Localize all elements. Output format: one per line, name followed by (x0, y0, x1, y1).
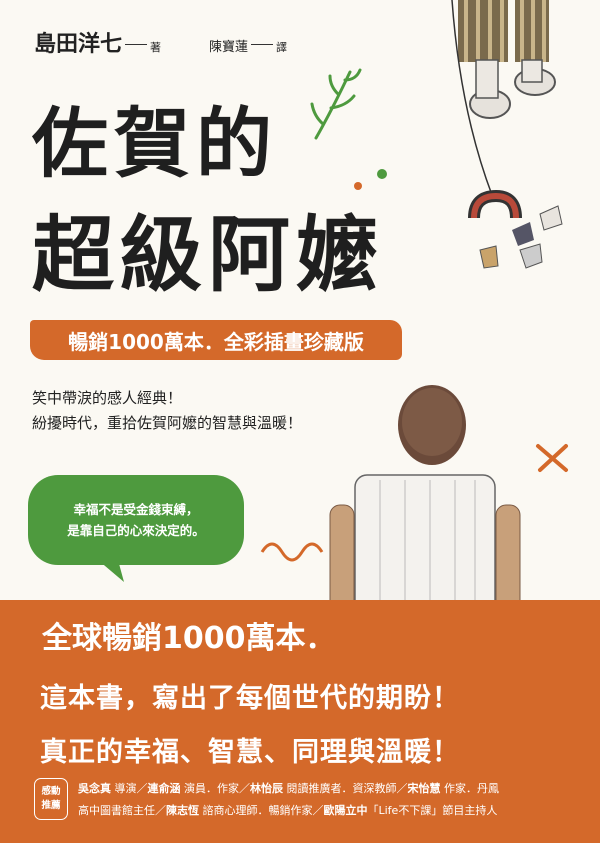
magnet-illustration (468, 189, 563, 269)
edition-banner: 暢銷1000萬本．全彩插畫珍藏版 (30, 320, 402, 360)
sales-headline: 全球暢銷1000萬本． (42, 621, 336, 656)
quote-line-1: 幸福不是受金錢束縛， (73, 502, 199, 517)
translator-role: 譯 (276, 41, 288, 54)
endorsement-badge-top: 感動 (41, 786, 61, 797)
endorser-desc: 作家．丹鳳 (440, 782, 499, 795)
translator-dash (251, 44, 274, 45)
author-dash (125, 44, 148, 45)
translator-name: 陳寶蓮 (209, 40, 249, 55)
promo-panel (0, 600, 600, 843)
endorser-desc: 「Life不下課」節目主持人 (367, 804, 498, 817)
endorsement-badge-bottom: 推薦 (41, 800, 61, 811)
title-line-2: 超級阿嬤 (32, 207, 385, 303)
endorsers-line-1: 吳念真 導演／連俞涵 演員．作家／林怡辰 閱讀推廣者．資深教師／宋怡慧 作家．丹… (78, 780, 499, 796)
endorser-name: 連俞涵 (147, 782, 181, 795)
promo-line-1: 這本書，寫出了每個世代的期盼！ (40, 683, 460, 714)
title-line-1: 佐賀的 (32, 99, 278, 188)
promo-line-2: 真正的幸福、智慧、同理與溫暖！ (40, 737, 460, 768)
endorser-desc: 諮商心理師．暢銷作家／ (199, 804, 324, 817)
endorser-desc: 高中圖書館主任／ (78, 804, 166, 817)
endorser-name: 歐陽立中 (323, 804, 368, 817)
green-dot (377, 169, 387, 179)
string-line (451, 0, 493, 196)
endorser-name: 吳念真 (78, 782, 111, 795)
endorsers-line-2: 高中圖書館主任／陳志恆 諮商心理師．暢銷作家／歐陽立中「Life不下課」節目主持… (78, 802, 497, 818)
leaf-sprig-icon (310, 68, 362, 140)
endorsement-badge: 感動 推薦 (34, 778, 68, 820)
endorser-name: 宋怡慧 (407, 782, 441, 795)
endorser-desc: 演員．作家／ (180, 782, 250, 795)
endorser-desc: 導演／ (111, 782, 148, 795)
hanging-legs-illustration (458, 0, 556, 119)
tagline-line-1: 笑中帶淚的感人經典！ (32, 389, 183, 407)
endorser-name: 林怡辰 (250, 782, 283, 795)
credits: 島田洋七 著 陳寶蓮 譯 (34, 26, 287, 58)
bubble-tail (98, 560, 124, 582)
endorser-desc: 閱讀推廣者．資深教師／ (283, 782, 408, 795)
quote-speech-bubble: 幸福不是受金錢束縛， 是靠自己的心來決定的。 (28, 475, 244, 565)
orange-dot (354, 182, 362, 190)
sparkle-icon (536, 444, 568, 472)
endorser-name: 陳志恆 (166, 804, 199, 817)
squiggle-icon (260, 542, 324, 562)
author-role: 著 (150, 41, 162, 54)
tagline-line-2: 紛擾時代，重拾佐賀阿嬤的智慧與溫暖！ (32, 414, 303, 432)
author-name: 島田洋七 (34, 32, 123, 57)
quote-line-2: 是靠自己的心來決定的。 (67, 523, 205, 538)
